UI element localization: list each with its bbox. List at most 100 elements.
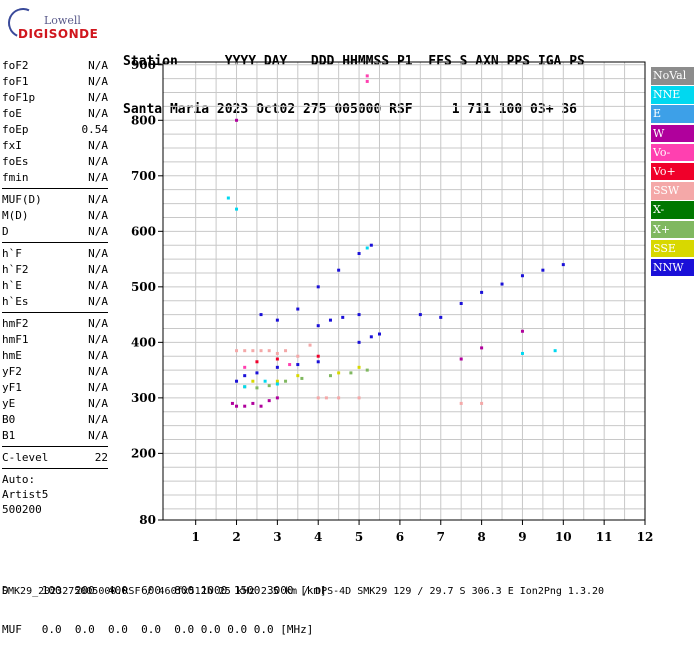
data-point [418, 313, 422, 317]
param-row: B1 N/A [2, 428, 108, 444]
data-point [275, 396, 279, 400]
param-key: MUF(D) [2, 193, 42, 206]
param-key: foEp [2, 123, 29, 136]
plot-frame [162, 61, 646, 521]
x-tick-label: 4 [314, 530, 322, 544]
data-point [255, 386, 259, 390]
legend-item-noval: NoVal [651, 67, 694, 85]
distance-value: 800 [174, 584, 195, 597]
legend-item-w: W [651, 124, 694, 143]
data-point [296, 307, 300, 311]
data-point [275, 357, 279, 361]
param-key: yE [2, 397, 16, 410]
param-row: fmin N/A [2, 170, 108, 186]
hdr-value-station: Santa Maria [123, 102, 210, 117]
y-tick-label: 300 [131, 391, 156, 405]
param-row: foF1p N/A [2, 90, 108, 106]
data-point [255, 360, 259, 364]
param-value: N/A [88, 429, 108, 442]
param-key: foF2 [2, 59, 29, 72]
param-row: foEp 0.54 [2, 122, 108, 138]
data-point [259, 349, 263, 353]
digisonde-logo: Lowell DIGISONDE [3, 3, 114, 48]
distance-muf-table: D 100 200 400 600 800 1000 1500 3000 [km… [2, 558, 327, 649]
hdr-value-pps: 100 [498, 102, 523, 117]
muf-row: MUF 0.0 0.0 0.0 0.0 0.0 0.0 0.0 0.0 [MHz… [2, 623, 327, 636]
data-point [267, 399, 271, 403]
data-point [365, 79, 369, 83]
hdr-value-hhmmss: 005000 [334, 102, 382, 117]
data-point [267, 349, 271, 353]
data-point [288, 363, 292, 367]
y-tick-label: 200 [131, 446, 156, 460]
param-value: N/A [88, 349, 108, 362]
param-value: N/A [88, 333, 108, 346]
param-row: hmF2 N/A [2, 316, 108, 332]
divider [2, 242, 108, 243]
series-nnw [235, 243, 565, 383]
param-row: hmE N/A [2, 348, 108, 364]
param-value: N/A [88, 139, 108, 152]
muf-value: 0.0 [200, 623, 221, 636]
data-point [480, 401, 484, 405]
legend-item-vo-: Vo- [651, 143, 694, 162]
distance-value: 100 [41, 584, 62, 597]
auto-version: 500200 [2, 503, 42, 516]
param-value: N/A [88, 225, 108, 238]
c-level-value: 22 [94, 451, 108, 464]
c-level-key: C-level [2, 451, 49, 464]
data-point [377, 332, 381, 336]
data-point [251, 401, 255, 405]
data-point [328, 374, 332, 378]
data-point [284, 379, 288, 383]
param-key: h`F [2, 247, 22, 260]
x-tick-label: 3 [273, 530, 281, 544]
param-key: B1 [2, 429, 16, 442]
data-point [439, 315, 443, 319]
data-point [251, 349, 255, 353]
param-key: hmF1 [2, 333, 29, 346]
data-point [296, 374, 300, 378]
data-point [541, 268, 545, 272]
data-point [275, 379, 279, 383]
param-key: B0 [2, 413, 16, 426]
muf-group: MUF(D) N/A M(D) N/A D N/A [2, 192, 108, 240]
param-value: N/A [88, 365, 108, 378]
scaled-parameters-panel: foF2 N/A foF1 N/A foF1p N/A foE N/A foEp 0.54… [2, 58, 108, 517]
param-row: yE N/A [2, 396, 108, 412]
param-row: h`F N/A [2, 246, 108, 262]
divider [2, 312, 108, 313]
param-key: foF1p [2, 91, 36, 104]
series-vo- [255, 354, 320, 364]
x-tick-label: 7 [437, 530, 445, 544]
param-row: D N/A [2, 224, 108, 240]
data-point [365, 368, 369, 372]
x-tick-label: 1 [191, 530, 199, 544]
data-point [341, 315, 345, 319]
data-point [243, 349, 247, 353]
param-row: foF2 N/A [2, 58, 108, 74]
legend-item-nne: NNE [651, 86, 694, 104]
param-value: N/A [88, 397, 108, 410]
param-value: N/A [88, 107, 108, 120]
d-label: D [2, 584, 9, 597]
divider [2, 468, 108, 469]
data-point [316, 354, 320, 358]
param-row: yF1 N/A [2, 380, 108, 396]
param-row: yF2 N/A [2, 364, 108, 380]
hdr-value-s: 1 [451, 102, 460, 117]
param-row: B0 N/A [2, 412, 108, 428]
data-point [369, 335, 373, 339]
param-value: N/A [88, 381, 108, 394]
x-tick-label: 10 [555, 530, 572, 544]
data-point [235, 207, 239, 211]
data-point [459, 357, 463, 361]
hdr-value-axn: 711 [467, 102, 491, 117]
data-point [500, 282, 504, 286]
d-unit: [km] [300, 584, 327, 597]
muf-unit: [MHz] [280, 623, 314, 636]
data-point [230, 401, 234, 405]
data-point [337, 396, 341, 400]
series-ssw [235, 343, 484, 405]
x-tick-label: 8 [477, 530, 485, 544]
